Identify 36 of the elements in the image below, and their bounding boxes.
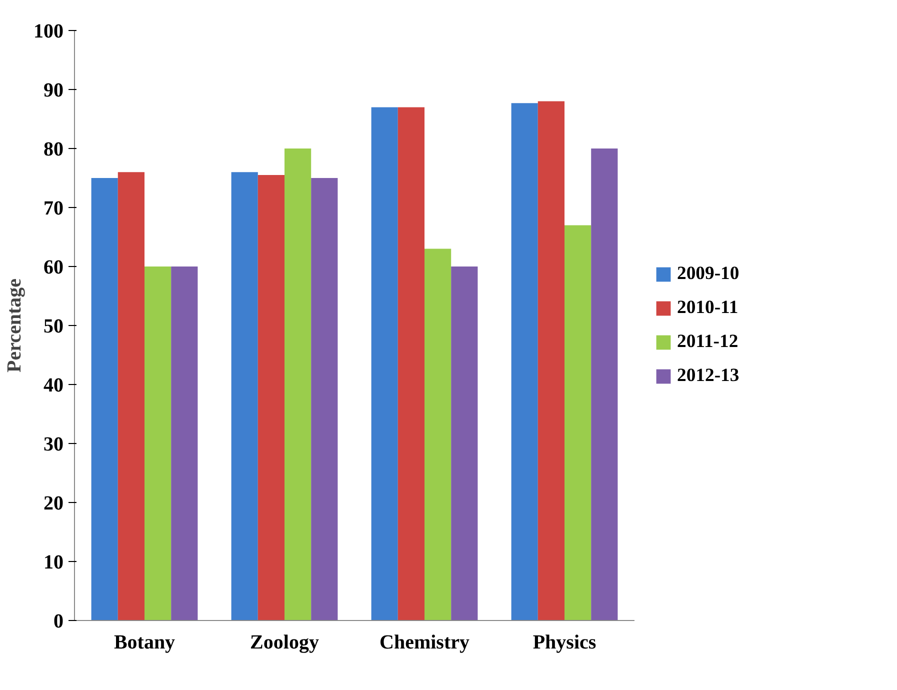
x-tick-label: Zoology (250, 632, 319, 654)
bar (591, 148, 618, 620)
x-tick-label: Botany (114, 632, 176, 654)
bar (258, 175, 284, 620)
bar (118, 172, 144, 620)
y-tick-label: 30 (44, 434, 64, 456)
bar (371, 107, 398, 620)
legend-label: 2009-10 (677, 263, 740, 285)
bar (231, 172, 258, 620)
bar (398, 107, 424, 620)
legend-label: 2010-11 (677, 297, 738, 319)
y-tick-label: 90 (44, 80, 64, 102)
bar (451, 266, 478, 620)
y-axis-title: Percentage (4, 278, 26, 373)
bar (171, 266, 198, 620)
y-tick-label: 20 (44, 492, 64, 514)
legend-label: 2011-12 (677, 331, 738, 353)
x-tick-label: Physics (532, 632, 596, 654)
y-tick-label: 80 (44, 138, 64, 160)
y-tick-label: 100 (34, 20, 64, 42)
y-tick-label: 60 (44, 256, 64, 278)
y-tick-label: 70 (44, 198, 64, 220)
bar (91, 178, 118, 620)
y-tick-label: 50 (44, 316, 64, 338)
x-tick-label: Chemistry (380, 632, 470, 654)
y-tick-label: 0 (54, 610, 64, 632)
bar (311, 178, 338, 620)
bar (284, 148, 312, 620)
y-tick-label: 10 (44, 552, 64, 574)
bar (538, 101, 564, 620)
legend-label: 2012-13 (677, 365, 740, 387)
bar (564, 225, 592, 620)
bar (511, 103, 538, 620)
bar (424, 248, 452, 620)
y-tick-label: 40 (44, 374, 64, 396)
bar (144, 266, 172, 620)
